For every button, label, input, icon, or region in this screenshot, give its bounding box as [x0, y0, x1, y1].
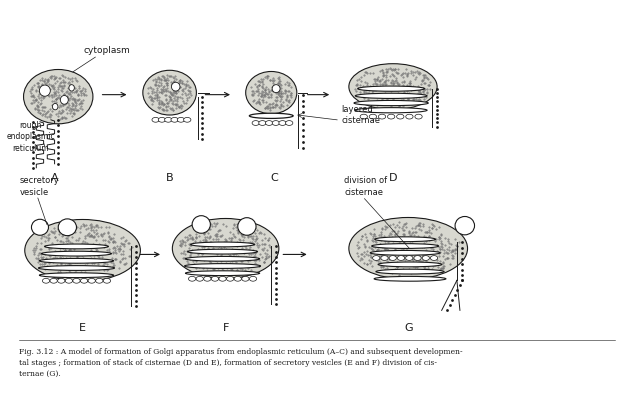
Circle shape	[369, 114, 376, 119]
Ellipse shape	[61, 96, 68, 104]
Ellipse shape	[25, 220, 140, 281]
Circle shape	[265, 121, 273, 126]
Circle shape	[188, 276, 196, 281]
Circle shape	[381, 256, 388, 260]
Ellipse shape	[238, 217, 256, 235]
Circle shape	[66, 278, 72, 283]
Text: cytoplasm: cytoplasm	[84, 46, 130, 55]
Circle shape	[241, 276, 249, 281]
Text: layered
cisternae: layered cisternae	[341, 104, 380, 125]
Ellipse shape	[250, 113, 293, 118]
Text: Fig. 3.12 : A model of formation of Golgi apparatus from endoplasmic reticulum (: Fig. 3.12 : A model of formation of Golg…	[19, 348, 462, 378]
Circle shape	[388, 114, 395, 119]
Circle shape	[80, 278, 88, 283]
Ellipse shape	[376, 269, 444, 274]
Text: A: A	[51, 173, 59, 183]
Circle shape	[272, 121, 280, 126]
Ellipse shape	[349, 64, 437, 110]
Text: E: E	[79, 323, 86, 333]
Ellipse shape	[188, 249, 258, 254]
Ellipse shape	[246, 71, 297, 114]
Ellipse shape	[69, 85, 74, 91]
Circle shape	[203, 276, 211, 281]
Text: secretory
vesicle: secretory vesicle	[20, 177, 60, 196]
Circle shape	[389, 256, 396, 260]
Circle shape	[279, 121, 286, 126]
Ellipse shape	[24, 70, 93, 124]
Circle shape	[42, 278, 50, 283]
Ellipse shape	[58, 219, 77, 236]
Text: G: G	[404, 323, 412, 333]
Circle shape	[397, 114, 404, 119]
Circle shape	[259, 121, 266, 126]
Ellipse shape	[374, 276, 446, 281]
Circle shape	[431, 256, 437, 260]
Ellipse shape	[185, 256, 260, 261]
Circle shape	[378, 114, 386, 119]
Circle shape	[422, 256, 429, 260]
Ellipse shape	[190, 242, 255, 247]
Circle shape	[406, 114, 413, 119]
Circle shape	[171, 117, 178, 122]
Circle shape	[177, 117, 185, 122]
Text: rough
endoplasmic
reticulum: rough endoplasmic reticulum	[6, 122, 55, 153]
Circle shape	[219, 276, 227, 281]
Circle shape	[95, 278, 103, 283]
Ellipse shape	[372, 244, 439, 248]
Ellipse shape	[44, 244, 109, 249]
Circle shape	[165, 117, 172, 122]
Ellipse shape	[39, 85, 51, 96]
Ellipse shape	[52, 103, 58, 110]
Circle shape	[57, 278, 65, 283]
Ellipse shape	[39, 258, 114, 263]
Text: B: B	[166, 173, 173, 183]
Ellipse shape	[41, 251, 112, 256]
Circle shape	[103, 278, 110, 283]
Ellipse shape	[370, 250, 440, 255]
Ellipse shape	[355, 108, 427, 113]
Circle shape	[397, 256, 405, 260]
Ellipse shape	[455, 217, 474, 235]
Circle shape	[212, 276, 218, 281]
Ellipse shape	[272, 85, 280, 93]
Circle shape	[252, 121, 260, 126]
Circle shape	[415, 114, 422, 119]
Ellipse shape	[358, 86, 424, 91]
Circle shape	[227, 276, 234, 281]
Circle shape	[183, 117, 191, 122]
Ellipse shape	[143, 70, 197, 115]
Circle shape	[373, 256, 380, 260]
Ellipse shape	[192, 216, 210, 233]
Ellipse shape	[172, 82, 180, 91]
Circle shape	[73, 278, 80, 283]
Ellipse shape	[31, 219, 49, 235]
Text: F: F	[222, 323, 229, 333]
Circle shape	[88, 278, 95, 283]
Ellipse shape	[185, 271, 260, 275]
Ellipse shape	[349, 217, 467, 279]
Ellipse shape	[185, 264, 261, 269]
Ellipse shape	[354, 100, 428, 106]
Circle shape	[196, 276, 203, 281]
Text: division of
cisternae: division of cisternae	[344, 177, 388, 196]
Circle shape	[50, 278, 57, 283]
Ellipse shape	[355, 93, 427, 98]
Circle shape	[286, 121, 293, 126]
Ellipse shape	[375, 237, 436, 242]
Circle shape	[406, 256, 413, 260]
Ellipse shape	[39, 273, 114, 277]
Ellipse shape	[39, 266, 115, 271]
Circle shape	[250, 276, 256, 281]
Ellipse shape	[378, 262, 442, 267]
Circle shape	[360, 114, 368, 119]
Text: D: D	[389, 173, 397, 183]
Circle shape	[234, 276, 241, 281]
Circle shape	[158, 117, 165, 122]
Circle shape	[152, 117, 159, 122]
Circle shape	[414, 256, 421, 260]
Ellipse shape	[172, 218, 279, 278]
Text: C: C	[270, 173, 278, 183]
